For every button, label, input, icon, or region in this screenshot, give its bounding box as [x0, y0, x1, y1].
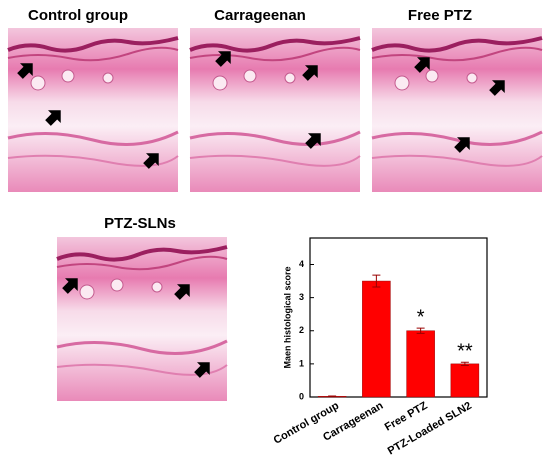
error-bar — [328, 395, 337, 398]
y-tick-label: 4 — [299, 259, 304, 269]
panel-label: Free PTZ — [408, 7, 472, 24]
histology-image — [6, 26, 180, 194]
x-tick-label: PTZ-Loaded SLN2 — [386, 400, 474, 458]
bar — [406, 330, 435, 398]
y-axis-label: Maen histological score — [282, 266, 292, 368]
error-bar — [460, 361, 469, 367]
plot-frame — [309, 237, 488, 398]
significance-marker: * — [417, 306, 425, 328]
y-tick-label: 3 — [299, 292, 304, 302]
error-bar — [416, 327, 425, 334]
bar — [450, 363, 480, 398]
panel-label: Carrageenan — [214, 7, 306, 24]
histology-image — [188, 26, 362, 194]
error-bar — [372, 274, 381, 288]
y-tick-label: 1 — [299, 358, 304, 368]
y-tick-label: 2 — [299, 325, 304, 335]
y-tick-label: 0 — [299, 391, 304, 401]
panel-label: Control group — [28, 7, 128, 24]
panel-label: PTZ-SLNs — [104, 215, 176, 232]
histology-image — [55, 235, 229, 403]
histology-image — [370, 26, 544, 194]
significance-marker: ** — [457, 341, 473, 363]
bar — [362, 280, 391, 398]
